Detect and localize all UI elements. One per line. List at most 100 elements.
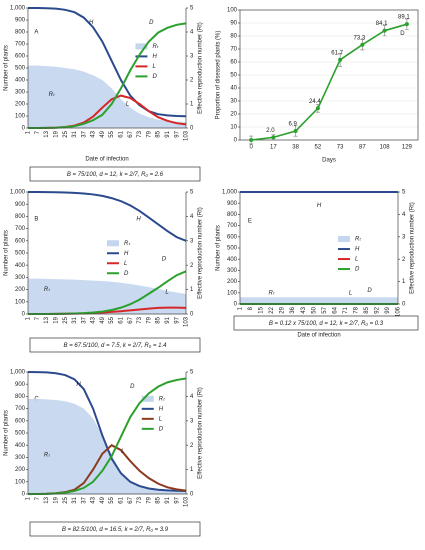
x-tick-label: 129 [402,145,413,151]
data-point [360,42,365,47]
y2-tick-label: 5 [402,190,406,196]
x-tick-label: 43 [91,496,97,503]
y-tick-label: 80 [230,34,237,40]
x-tick-label: 85 [156,316,162,323]
x-tick-label: 37 [81,496,87,503]
x-tick-label: 91 [165,130,171,137]
y-tick-label: 800 [15,394,26,400]
x-tick-label: 31 [72,496,78,503]
x-tick-label: 71 [343,306,349,313]
x-tick-label: 15 [259,306,265,313]
x-tick-label: 13 [44,496,50,503]
x-tick-label: 17 [270,145,277,151]
y-tick-label: 700 [15,42,26,48]
y-tick-label: 1,000 [222,190,238,196]
data-label: 84.1 [376,21,388,27]
y-tick-label: 0 [234,302,238,308]
data-point [338,57,343,62]
y2-tick-label: 3 [190,54,194,60]
y-tick-label: 500 [227,246,238,252]
x-tick-label: 61 [119,316,125,323]
y2-tick-label: 2 [190,443,194,449]
caption: B = 82.5/100, d = 16.5, k = 2/7, R₀ = 3.… [62,527,169,533]
curve-label: L [126,102,129,108]
x-tick-label: 73 [137,130,143,137]
x-tick-label: 87 [359,145,366,151]
curve-label: Rₜ [44,287,50,293]
x-tick-label: 61 [119,496,125,503]
y-tick-label: 500 [15,66,26,72]
series-line [27,371,187,492]
panel-letter: D [400,31,405,37]
x-tick-label: 92 [375,306,381,313]
y-tick-label: 100 [15,114,26,120]
y-tick-label: 900 [227,201,238,207]
y-tick-label: 200 [227,279,238,285]
x-tick-label: 106 [396,306,402,317]
x-tick-label: 25 [63,316,69,323]
x-tick-label: 67 [128,130,134,137]
curve-label: D [162,257,167,263]
y-axis-label: Number of plants [216,225,222,271]
x-tick-label: 97 [174,316,180,323]
x-tick-label: 37 [81,130,87,137]
curve-label: H [89,20,94,26]
y-tick-label: 700 [15,406,26,412]
y2-tick-label: 5 [190,370,194,376]
y-tick-label: 800 [15,214,26,220]
panel-letter: B [34,216,38,222]
curve-label: H [136,216,141,222]
x-axis-label: Date of infection [85,157,128,163]
x-tick-label: 29 [280,306,286,313]
panel-letter: E [248,219,252,225]
y-tick-label: 600 [15,418,26,424]
x-tick-label: 85 [156,496,162,503]
x-tick-label: 22 [269,306,275,313]
x-tick-label: 0 [249,145,253,151]
y-tick-label: 200 [15,467,26,473]
y2-tick-label: 3 [190,238,194,244]
x-tick-label: 79 [146,130,152,137]
x-tick-label: 31 [72,316,78,323]
y-tick-label: 0 [234,138,238,144]
y2-tick-label: 5 [190,6,194,12]
y-tick-label: 0 [22,312,26,318]
x-tick-label: 36 [290,306,296,313]
curve-label: L [165,290,168,296]
rt-area [28,278,186,314]
x-tick-label: 55 [109,496,115,503]
x-tick-label: 8 [248,306,254,310]
y-tick-label: 600 [227,234,238,240]
x-axis-label: Days [322,158,336,164]
data-point [293,129,298,134]
legend-swatch [141,395,154,402]
legend-label: D [124,271,129,277]
x-tick-label: 97 [174,130,180,137]
y-axis-label: Proportion of diseased plants (%) [216,31,222,120]
legend-label: D [152,74,157,80]
x-tick-label: 108 [380,145,391,151]
data-point [315,106,320,111]
x-tick-label: 49 [100,316,106,323]
y-tick-label: 900 [15,382,26,388]
x-tick-label: 43 [91,316,97,323]
caption-box [29,521,201,537]
y2-axis-label: Effective reproduction number (Rt) [198,22,204,114]
x-tick-label: 1 [238,306,244,310]
y2-tick-label: 2 [190,263,194,269]
y-tick-label: 400 [15,263,26,269]
legend-swatch [337,236,350,243]
x-tick-label: 52 [315,145,322,151]
legend-label: H [152,54,157,60]
x-tick-label: 103 [184,130,190,141]
x-tick-label: 31 [72,130,78,137]
y-tick-label: 400 [15,78,26,84]
y2-tick-label: 4 [190,30,194,36]
curve-label: D [367,288,372,294]
caption: B = 67.5/100, d = 7.5, k = 2/7, R₀ = 1.4 [64,343,168,349]
y-tick-label: 300 [15,455,26,461]
y2-tick-label: 1 [190,287,194,293]
y-tick-label: 500 [15,431,26,437]
x-tick-label: 25 [63,496,69,503]
y2-tick-label: 3 [190,418,194,424]
